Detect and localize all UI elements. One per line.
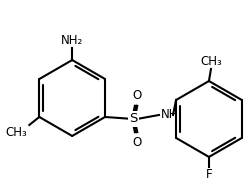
- Text: NH₂: NH₂: [61, 34, 83, 47]
- Text: O: O: [132, 136, 142, 149]
- Text: CH₃: CH₃: [200, 55, 222, 68]
- Text: F: F: [206, 168, 212, 181]
- Text: S: S: [129, 113, 137, 125]
- Text: O: O: [132, 89, 142, 102]
- Text: NH: NH: [161, 108, 178, 122]
- Text: CH₃: CH₃: [6, 126, 27, 139]
